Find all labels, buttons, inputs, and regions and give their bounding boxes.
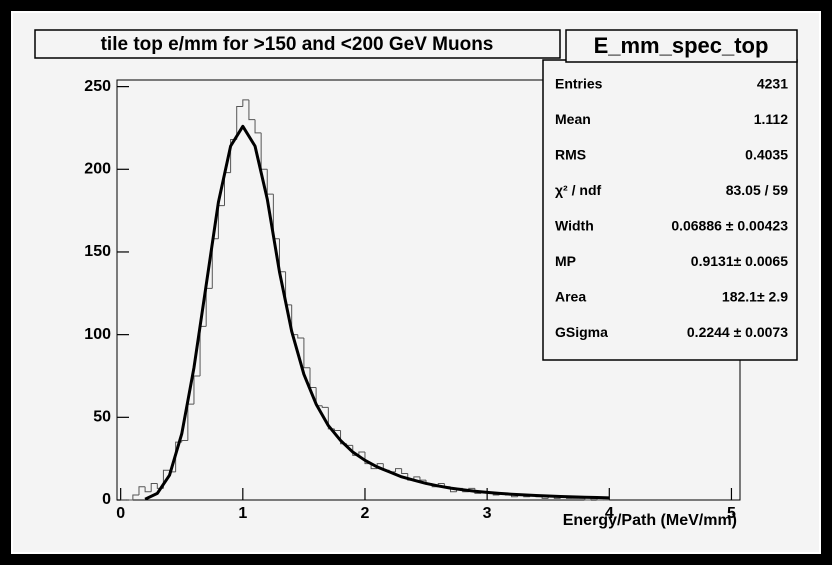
stat-label: χ² / ndf: [555, 182, 601, 198]
plot-area: [117, 86, 733, 501]
histogram-bin: [181, 439, 188, 443]
stat-value: 0.4035: [745, 147, 788, 163]
stat-label: Area: [555, 289, 586, 305]
histogram-bin: [584, 498, 591, 501]
stat-value: 0.2244 ± 0.0073: [687, 324, 788, 340]
stat-label: MP: [555, 253, 576, 269]
x-axis-label: Energy/Path (MeV/mm): [563, 512, 737, 529]
stats-box: E_mm_spec_top Entries 4231 Mean 1.112 RMS 0.4…: [542, 29, 798, 361]
fit-curve: [144, 124, 610, 501]
stat-value: 83.05 / 59: [726, 182, 788, 198]
histogram-bin: [150, 482, 158, 492]
histogram-bin: [358, 451, 365, 456]
stat-value: 0.06886 ± 0.00423: [671, 218, 788, 234]
x-tick-label: 1: [238, 505, 247, 522]
histogram-bin: [138, 486, 146, 496]
stat-label: GSigma: [555, 324, 608, 340]
stats-title: E_mm_spec_top: [594, 33, 769, 58]
histogram-bin: [297, 334, 304, 339]
y-tick-label: 200: [84, 161, 111, 178]
histogram-bin: [401, 468, 408, 475]
y-tick-label: 100: [84, 326, 111, 343]
stat-value: 1.112: [754, 111, 788, 127]
x-tick-label: 2: [361, 505, 370, 522]
histogram-bin: [236, 105, 243, 140]
y-tick-label: 250: [84, 78, 111, 95]
histogram-bin: [254, 119, 262, 134]
x-tick-label: 5: [727, 505, 736, 522]
histogram-bin: [144, 486, 152, 493]
histogram-bin: [395, 468, 402, 472]
histogram-bin: [419, 476, 427, 481]
stats-frame: [542, 59, 798, 361]
x-tick-label: 3: [483, 505, 492, 522]
stat-label: Mean: [555, 111, 591, 127]
x-tick-label: 4: [605, 505, 614, 522]
histogram-bin: [333, 428, 341, 432]
chart-title: tile top e/mm for >150 and <200 GeV Muon…: [101, 34, 494, 55]
stats-title-box: [565, 29, 798, 63]
y-tick-label: 50: [93, 409, 111, 426]
histogram-bin: [132, 494, 139, 500]
stat-label: Entries: [555, 76, 603, 92]
histogram-bin: [242, 99, 249, 107]
y-tick-label: 150: [84, 243, 111, 260]
stat-label: Width: [555, 218, 594, 234]
histogram-bin: [321, 405, 329, 408]
stat-value: 0.9131± 0.0065: [691, 253, 788, 269]
stat-value: 4231: [757, 76, 788, 92]
stat-label: RMS: [555, 147, 586, 163]
title-box: [34, 29, 561, 59]
x-tick-label: 0: [116, 505, 125, 522]
histogram-bin: [303, 337, 311, 369]
y-tick-label: 0: [102, 491, 111, 508]
histogram-bin: [248, 99, 256, 121]
histogram-bin: [193, 375, 201, 405]
stat-value: 182.1± 2.9: [722, 289, 788, 305]
